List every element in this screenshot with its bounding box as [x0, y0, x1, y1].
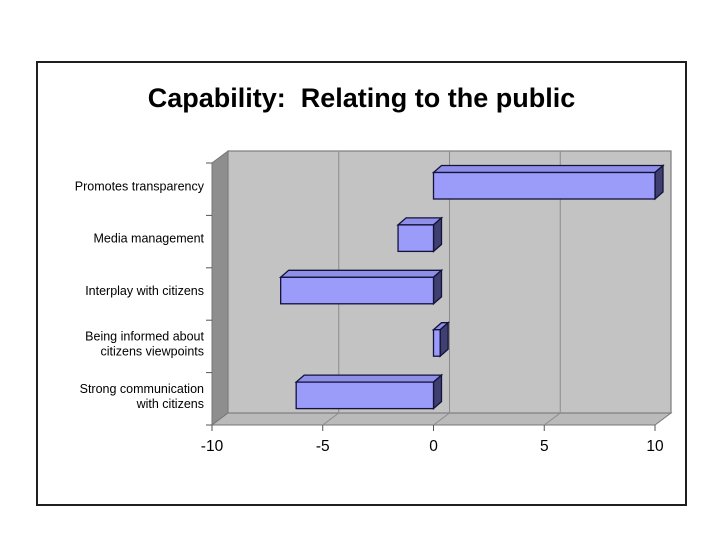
category-label: Promotes transparency	[75, 179, 205, 193]
x-tick-label: 0	[429, 438, 438, 455]
gridline-floor	[543, 412, 561, 426]
bar-top-face	[278, 269, 444, 278]
category-label: Strong communication	[80, 382, 204, 396]
x-tick-label: 10	[646, 438, 664, 455]
category-label: Interplay with citizens	[85, 284, 204, 298]
x-tick-label: -5	[316, 438, 330, 455]
x-tick-label: -10	[201, 438, 224, 455]
bar-top-face	[431, 164, 665, 174]
slide: Capability: Relating to the public -10 -5…	[36, 61, 687, 506]
bar	[432, 329, 441, 357]
bar	[397, 224, 435, 253]
category-label: with citizens	[136, 397, 204, 411]
plot-side-wall	[211, 150, 229, 426]
category-label: Media management	[94, 232, 205, 246]
bar-chart: -10 -5 0 5 10 Promotes transparency Media mana…	[75, 150, 673, 455]
bar	[280, 276, 435, 305]
bar	[432, 171, 656, 200]
gridline-floor	[433, 412, 450, 426]
bar-top-face	[294, 374, 444, 383]
category-label: citizens viewpoints	[100, 344, 204, 358]
chart-title: Capability: Relating to the public	[147, 83, 576, 113]
gridline-floor	[322, 412, 340, 426]
x-tick-label: 5	[540, 438, 549, 455]
category-label: Being informed about	[85, 329, 204, 343]
bar	[295, 381, 435, 410]
